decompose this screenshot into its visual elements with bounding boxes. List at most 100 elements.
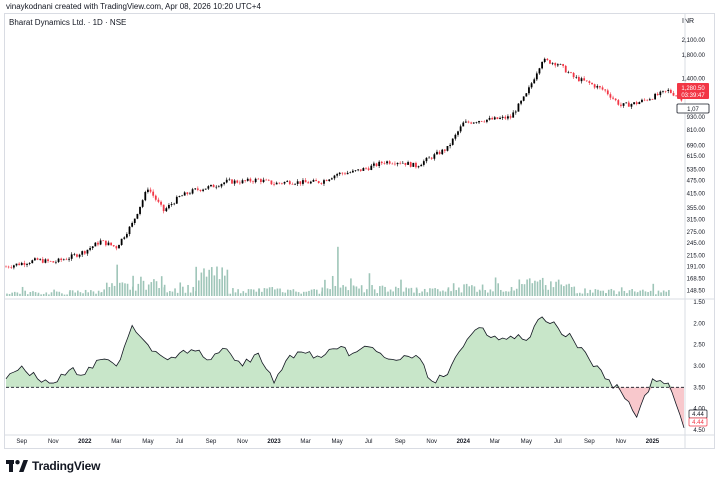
candle (115, 245, 118, 251)
volume-bar (605, 293, 607, 296)
volume-bar (652, 283, 655, 296)
volume-bar (213, 275, 216, 296)
price-tick-label: 215.00 (687, 253, 706, 259)
candle (181, 194, 183, 197)
volume-bar (586, 293, 589, 296)
time-tick-label: May (521, 439, 532, 445)
candle (491, 116, 494, 120)
candle (252, 180, 254, 185)
volume-bar (468, 286, 471, 296)
volume-bar (158, 288, 160, 296)
tradingview-logo[interactable]: TradingView (6, 458, 100, 474)
volume-bar (226, 269, 229, 296)
volume-bar (100, 292, 103, 296)
candle (120, 238, 123, 246)
volume-bar (279, 288, 281, 296)
volume-bar (182, 286, 184, 296)
candle (217, 185, 220, 188)
candle (149, 187, 152, 194)
volume-bar (615, 294, 618, 296)
volume-bar (255, 291, 258, 296)
volume-bar (476, 291, 478, 296)
candle (199, 189, 202, 193)
candle (320, 182, 323, 185)
volume-bar (405, 287, 407, 296)
candle (354, 170, 357, 172)
volume-bar (284, 292, 287, 296)
volume-bar (620, 287, 623, 296)
volume-bar (665, 291, 668, 296)
candle (517, 103, 520, 112)
candle (275, 181, 278, 185)
candle (325, 179, 328, 182)
volume-bar (21, 286, 24, 296)
candle (570, 71, 572, 74)
candle (457, 130, 459, 137)
candle (141, 199, 144, 209)
candle (39, 258, 42, 261)
volume-bar (281, 292, 284, 296)
time-axis[interactable]: Sep Nov 2022 Mar May Jul Sep Nov 2023 Mar May Jul Se… (16, 439, 659, 445)
volume-bar (550, 281, 552, 296)
candle (664, 90, 667, 94)
volume-bar (318, 293, 321, 296)
candle (386, 160, 388, 165)
candle (556, 63, 559, 67)
candle (420, 163, 423, 167)
volume-bar (334, 285, 337, 296)
volume-bar (197, 280, 200, 296)
candle (588, 80, 591, 86)
volume-bar (339, 287, 342, 296)
volume-bar (439, 291, 442, 296)
candle (244, 179, 247, 183)
volume-bar (297, 292, 300, 296)
candle (260, 178, 262, 185)
volume-bar (631, 288, 633, 296)
volume-bar (528, 278, 531, 296)
indicator-fill-above (6, 316, 684, 388)
volume-bar (479, 291, 481, 296)
candle (62, 258, 65, 261)
volume-bar (50, 292, 53, 296)
candle (388, 160, 391, 165)
volume-bar (66, 294, 68, 296)
volume-bar (394, 286, 397, 296)
volume-bar (434, 288, 436, 296)
volume-bar (463, 284, 465, 296)
candle (288, 180, 291, 186)
candle (18, 262, 21, 266)
candle (375, 162, 378, 167)
volume-bar (242, 291, 245, 296)
candle (107, 240, 110, 246)
candle (538, 67, 541, 75)
volume-bar (481, 284, 484, 296)
volume-bar (223, 275, 226, 296)
volume-bar (416, 289, 418, 296)
candle (118, 244, 120, 249)
candle (409, 161, 412, 168)
candle (309, 180, 312, 185)
candle (157, 197, 160, 204)
symbol-title[interactable]: Bharat Dynamics Ltd. · 1D · NSE (9, 18, 127, 27)
candle (317, 180, 320, 184)
candle (270, 180, 273, 186)
candle (443, 148, 446, 153)
volume-bar (142, 280, 145, 296)
candle (26, 262, 28, 268)
candle (583, 76, 586, 81)
volume-bar (26, 294, 29, 296)
volume-bar (263, 288, 266, 296)
time-tick-label: 2024 (457, 439, 471, 445)
volume-bar (331, 275, 334, 296)
candle (478, 120, 480, 125)
candle (338, 171, 341, 176)
volume-bar (465, 283, 468, 296)
candle (651, 98, 654, 101)
volume-bar (602, 290, 604, 296)
candle (173, 202, 176, 206)
volume-bar (121, 282, 124, 296)
candle (99, 238, 102, 246)
candle (451, 138, 454, 146)
candle (614, 98, 617, 102)
